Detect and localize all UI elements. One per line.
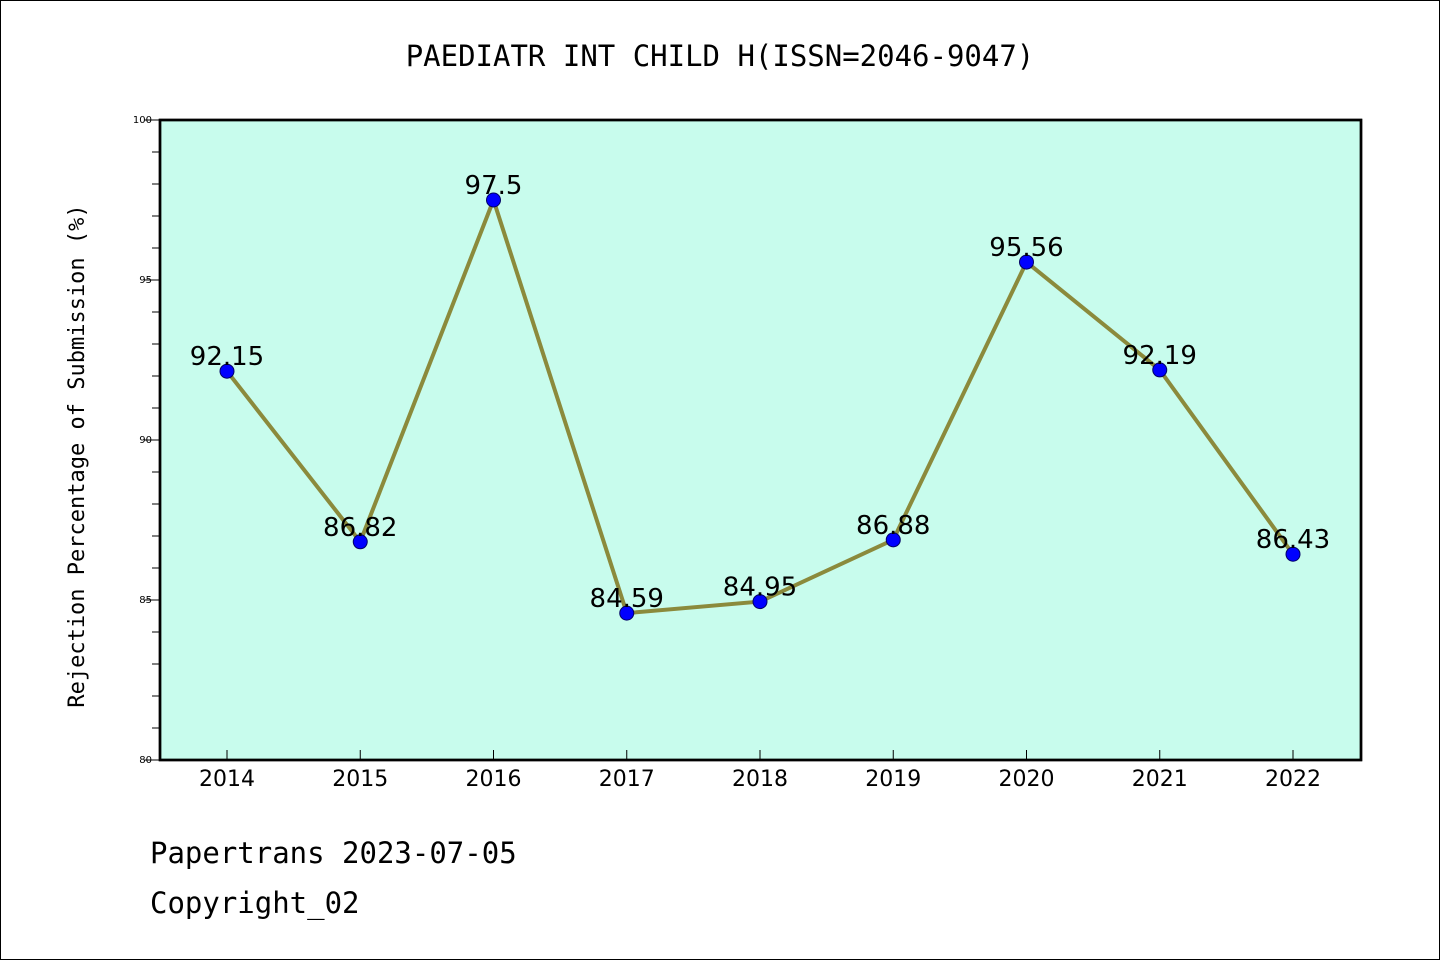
data-label-2018: 84.95 <box>723 573 797 603</box>
data-label-2016: 97.5 <box>465 171 523 201</box>
data-label-2020: 95.56 <box>989 233 1063 263</box>
x-axis: 2014 2015 2016 2017 2018 2019 2020 2021 2022 <box>199 750 1321 792</box>
x-tick-label: 2018 <box>732 767 788 792</box>
x-tick-label: 2014 <box>199 767 255 792</box>
data-point-2018 <box>752 594 768 610</box>
y-axis: 80 85 90 95 100 <box>133 115 160 766</box>
x-tick-label: 2019 <box>865 767 921 792</box>
data-point-2022 <box>1285 546 1301 562</box>
x-tick-label: 2020 <box>999 767 1055 792</box>
x-tick-label: 2017 <box>599 767 655 792</box>
y-axis-label: Rejection Percentage of Submission (%) <box>65 204 90 707</box>
data-point-2021 <box>1152 362 1168 378</box>
y-tick-label: 85 <box>139 595 152 606</box>
data-label-2017: 84.59 <box>590 584 664 614</box>
data-point-2014 <box>219 363 235 379</box>
chart-title: PAEDIATR INT CHILD H(ISSN=2046-9047) <box>406 39 1035 73</box>
plot-border <box>158 118 1363 762</box>
data-point-2017 <box>619 605 635 621</box>
data-label-2019: 86.88 <box>856 511 930 541</box>
data-labels: 92.15 86.82 97.5 84.59 84.95 86.88 95.56 92.19 8… <box>190 171 1330 614</box>
data-label-2022: 86.43 <box>1256 525 1330 555</box>
x-tick-label: 2022 <box>1265 767 1321 792</box>
footer-copyright-text: Copyright_02 <box>150 886 360 920</box>
x-tick-label: 2016 <box>466 767 522 792</box>
data-markers <box>219 192 1301 621</box>
y-tick-label: 95 <box>139 275 152 286</box>
y-tick-label: 100 <box>133 115 152 126</box>
data-label-2015: 86.82 <box>323 513 397 543</box>
data-label-2014: 92.15 <box>190 342 264 372</box>
data-point-2016 <box>486 192 501 208</box>
data-point-2020 <box>1019 254 1034 270</box>
data-point-2015 <box>352 534 368 550</box>
plot-area <box>158 118 1363 762</box>
data-label-2021: 92.19 <box>1123 341 1197 371</box>
y-tick-label: 80 <box>139 755 152 766</box>
x-tick-label: 2021 <box>1132 767 1188 792</box>
x-tick-label: 2015 <box>332 767 388 792</box>
y-tick-label: 90 <box>139 435 152 446</box>
data-point-2019 <box>885 532 901 548</box>
footer-date-text: Papertrans 2023-07-05 <box>150 836 517 870</box>
